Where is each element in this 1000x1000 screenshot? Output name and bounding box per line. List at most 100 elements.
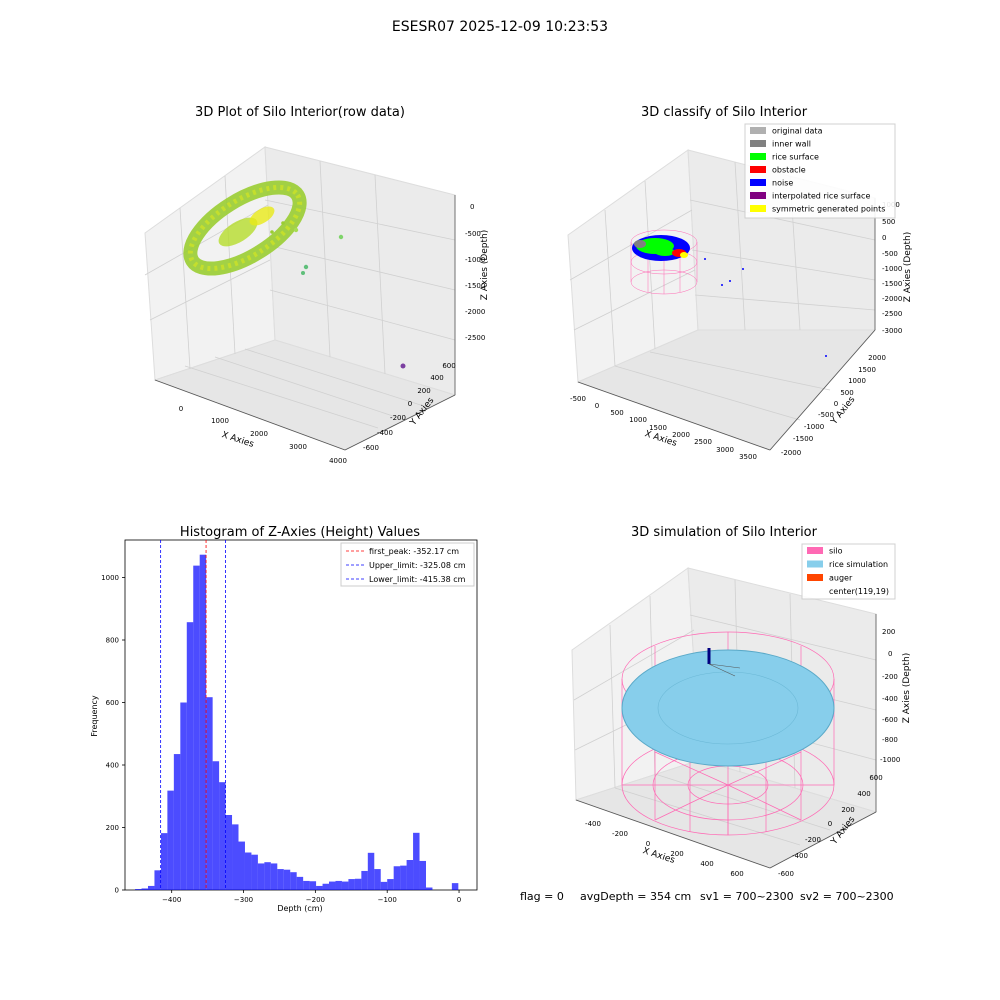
- sim-ytick: -400: [792, 852, 808, 860]
- status-flag: flag = 0: [520, 890, 564, 903]
- classify-xtick: -500: [570, 395, 586, 403]
- raw-ytick: 0: [408, 400, 412, 408]
- hist-bar: [451, 883, 459, 890]
- classify-ztick: -2000: [882, 295, 902, 303]
- legend-swatch: [807, 547, 823, 554]
- hist-ylabel: Frequency: [90, 695, 99, 737]
- classify-xtick: 3000: [716, 446, 734, 454]
- hist-bar: [322, 883, 330, 890]
- hist-legend-label: Lower_limit: -415.38 cm: [369, 575, 466, 584]
- status-sv2: sv2 = 700~2300: [800, 890, 894, 903]
- legend-swatch: [750, 205, 766, 212]
- hist-ytick-label: 1000: [101, 574, 119, 582]
- hist-legend: first_peak: -352.17 cm Upper_limit: -325.…: [340, 542, 475, 587]
- hist-ytick-label: 800: [106, 637, 119, 645]
- hist-bar: [251, 854, 258, 890]
- hist-legend-label: Upper_limit: -325.08 cm: [369, 561, 466, 570]
- panel-histogram[interactable]: Histogram of Z-Axies (Height) Values −40…: [90, 525, 478, 913]
- sim-legend: silo rice simulation auger center(119,19): [801, 543, 896, 600]
- sim-xtick: 200: [670, 850, 683, 858]
- raw-ytick: -400: [377, 429, 393, 437]
- panel-classify-3d[interactable]: 3D classify of Silo Interior: [567, 105, 913, 461]
- hist-bar: [257, 863, 265, 890]
- raw-ztick: -500: [465, 230, 481, 238]
- sim-ztick: 200: [882, 628, 895, 636]
- hist-bar: [361, 870, 368, 890]
- classify-ytick: -500: [818, 411, 834, 419]
- raw-ytick: 400: [430, 374, 443, 382]
- classify-title: 3D classify of Silo Interior: [641, 105, 808, 120]
- raw-xtick: 2000: [250, 430, 268, 438]
- hist-bar: [283, 869, 291, 890]
- hist-bar: [147, 885, 155, 890]
- sim-ytick: -200: [805, 836, 821, 844]
- sim-xtick: -200: [612, 830, 628, 838]
- classify-ztick: -500: [882, 250, 898, 258]
- hist-bar: [167, 790, 174, 890]
- panel-simulation-3d[interactable]: 3D simulation of Silo Interior: [571, 525, 912, 878]
- raw-ztick: -1000: [465, 256, 485, 264]
- hist-bar: [367, 852, 375, 890]
- hist-bar: [309, 881, 317, 890]
- sim-xtick: 0: [646, 840, 650, 848]
- legend-swatch: [807, 560, 823, 568]
- legend-swatch: [750, 192, 766, 199]
- hist-bar: [406, 860, 414, 890]
- hist-bar: [387, 879, 394, 890]
- hist-ytick-label: 0: [115, 887, 119, 895]
- raw-ytick: -200: [390, 414, 406, 422]
- hist-bar: [212, 761, 220, 890]
- sim-y-axis: [769, 811, 877, 869]
- legend-swatch: [750, 179, 766, 186]
- legend-swatch: [750, 153, 766, 160]
- hist-bar: [270, 863, 278, 890]
- classify-grid: [569, 161, 876, 421]
- simulation-title: 3D simulation of Silo Interior: [631, 525, 818, 540]
- sim-x-axis: [575, 799, 771, 869]
- classify-legend: original data inner wall rice surface obsta…: [744, 123, 896, 219]
- classify-ztick: 0: [882, 234, 886, 242]
- sim-zlabel: Z Axies (Depth): [902, 653, 912, 724]
- hist-bar: [329, 881, 336, 890]
- classify-ytick: 0: [834, 400, 838, 408]
- legend-swatch: [750, 166, 766, 173]
- raw-point-cloud: [183, 180, 406, 369]
- raw-ztick: -2000: [465, 308, 485, 316]
- hist-bar: [173, 754, 181, 890]
- legend-label: symmetric generated points: [772, 205, 885, 214]
- hist-title: Histogram of Z-Axies (Height) Values: [180, 525, 420, 540]
- hist-bar: [335, 880, 342, 890]
- hist-bar: [393, 866, 401, 890]
- classify-point-cloud: [632, 235, 827, 357]
- hist-bar: [160, 833, 168, 890]
- sim-ztick: -800: [882, 736, 898, 744]
- classify-xtick: 2000: [672, 431, 690, 439]
- legend-label: rice simulation: [829, 560, 888, 569]
- legend-label: silo: [829, 547, 843, 556]
- hist-bar: [316, 885, 323, 890]
- figure-suptitle: ESESR07 2025-12-09 10:23:53: [392, 19, 608, 35]
- hist-bars: [135, 554, 459, 890]
- hist-bar: [374, 869, 381, 890]
- sim-xtick: 400: [700, 860, 713, 868]
- raw-ytick: 200: [417, 387, 430, 395]
- sim-xtick: -400: [585, 820, 601, 828]
- panel-raw-3d[interactable]: 3D Plot of Silo Interior(row data): [144, 105, 490, 465]
- sim-tick-labels: -400 -200 0 200 400 600 600 400 200 0 -2…: [585, 628, 900, 878]
- sim-ztick: -1000: [880, 756, 900, 764]
- classify-y-axis: [769, 329, 876, 451]
- sim-center-marker: [707, 648, 741, 677]
- classify-ytick: 1500: [858, 366, 876, 374]
- hist-xticks: −400 −300 −200 −100 0: [162, 890, 461, 904]
- hist-ytick-label: 200: [106, 824, 119, 832]
- classify-xtick: 3500: [739, 453, 757, 461]
- hist-bar: [154, 870, 161, 890]
- classify-ytick: 1000: [848, 377, 866, 385]
- raw-xtick: 1000: [211, 417, 229, 425]
- classify-ztick: -2500: [882, 310, 902, 318]
- raw-ytick: 600: [442, 362, 455, 370]
- classify-ztick: 500: [882, 218, 895, 226]
- classify-x-axis: [577, 381, 771, 451]
- sim-ztick: 0: [888, 650, 892, 658]
- legend-swatch: [750, 140, 766, 147]
